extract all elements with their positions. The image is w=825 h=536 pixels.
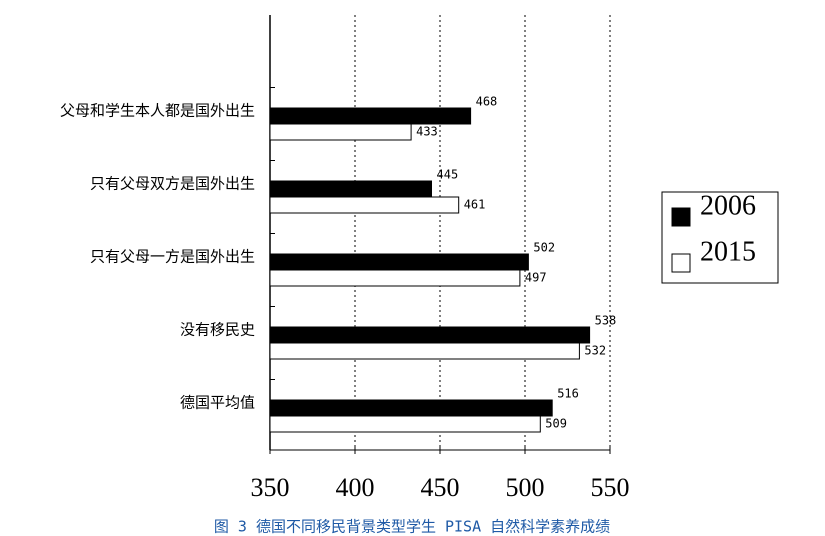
x-tick-label: 350 xyxy=(251,473,290,502)
bar xyxy=(269,196,460,214)
x-tick-label: 400 xyxy=(336,473,375,502)
bar xyxy=(269,269,521,287)
bar xyxy=(269,415,541,433)
legend-label: 2006 xyxy=(700,190,756,221)
bar xyxy=(269,107,472,125)
bar xyxy=(269,399,553,417)
legend-swatch xyxy=(671,253,691,273)
x-tick-label: 500 xyxy=(506,473,545,502)
legend-label: 2015 xyxy=(700,236,756,267)
value-label: 502 xyxy=(533,241,555,255)
x-tick-label: 450 xyxy=(421,473,460,502)
bar xyxy=(269,342,580,360)
y-tick-label: 父母和学生本人都是国外出生 xyxy=(60,102,255,120)
value-label: 461 xyxy=(464,198,486,212)
y-tick-label: 只有父母一方是国外出生 xyxy=(90,248,255,266)
value-label: 532 xyxy=(584,344,606,358)
legend-swatch xyxy=(671,207,691,227)
y-tick-label: 德国平均值 xyxy=(180,394,255,412)
y-tick-label: 只有父母双方是国外出生 xyxy=(90,175,255,193)
bar xyxy=(269,326,591,344)
value-label: 509 xyxy=(545,417,567,431)
y-tick-label: 没有移民史 xyxy=(180,321,255,339)
chart-title: 图 3 德国不同移民背景类型学生 PISA 自然科学素养成绩 xyxy=(214,518,610,536)
x-tick-label: 550 xyxy=(591,473,630,502)
bar xyxy=(269,180,432,198)
value-label: 433 xyxy=(416,125,438,139)
value-label: 445 xyxy=(437,168,459,182)
value-label: 497 xyxy=(525,271,547,285)
bar xyxy=(269,123,412,141)
value-label: 468 xyxy=(476,95,498,109)
value-label: 538 xyxy=(595,314,617,328)
value-label: 516 xyxy=(557,387,579,401)
bar xyxy=(269,253,529,271)
